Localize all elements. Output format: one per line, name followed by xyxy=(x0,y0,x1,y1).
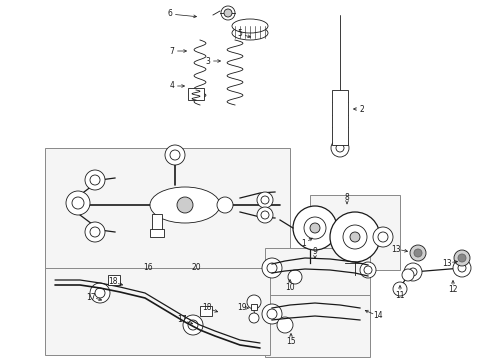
Bar xyxy=(265,295,370,357)
Circle shape xyxy=(85,170,105,190)
Circle shape xyxy=(364,266,372,274)
Circle shape xyxy=(331,139,349,157)
Circle shape xyxy=(336,144,344,152)
Circle shape xyxy=(410,245,426,261)
Text: 4: 4 xyxy=(170,81,174,90)
Circle shape xyxy=(267,263,277,273)
Circle shape xyxy=(402,269,414,281)
Circle shape xyxy=(66,191,90,215)
Circle shape xyxy=(414,249,422,257)
Bar xyxy=(152,214,162,232)
Circle shape xyxy=(165,145,185,165)
Circle shape xyxy=(221,6,235,20)
Text: 19: 19 xyxy=(237,303,247,312)
Text: 17: 17 xyxy=(177,315,187,324)
Circle shape xyxy=(257,192,273,208)
Circle shape xyxy=(277,317,293,333)
Circle shape xyxy=(72,197,84,209)
Text: 5: 5 xyxy=(238,30,243,39)
Text: 13: 13 xyxy=(442,258,452,267)
Circle shape xyxy=(304,217,326,239)
Circle shape xyxy=(350,232,360,242)
Circle shape xyxy=(458,264,466,272)
Circle shape xyxy=(170,150,180,160)
Circle shape xyxy=(293,206,337,250)
Text: 13: 13 xyxy=(391,244,401,253)
Circle shape xyxy=(288,270,302,284)
Text: 17: 17 xyxy=(86,292,96,302)
Bar xyxy=(45,148,290,288)
Bar xyxy=(45,268,270,355)
Circle shape xyxy=(409,268,417,276)
Ellipse shape xyxy=(232,19,268,33)
Circle shape xyxy=(404,263,422,281)
Circle shape xyxy=(261,211,269,219)
Text: 12: 12 xyxy=(448,285,458,294)
Text: 7: 7 xyxy=(170,46,174,55)
Bar xyxy=(310,195,400,270)
Circle shape xyxy=(453,259,471,277)
Circle shape xyxy=(267,309,277,319)
Circle shape xyxy=(330,212,380,262)
Circle shape xyxy=(183,315,203,335)
Circle shape xyxy=(310,223,320,233)
Circle shape xyxy=(378,232,388,242)
Ellipse shape xyxy=(150,187,220,223)
Circle shape xyxy=(262,258,282,278)
Circle shape xyxy=(458,254,466,262)
Text: 15: 15 xyxy=(286,338,296,346)
Circle shape xyxy=(373,227,393,247)
Circle shape xyxy=(90,175,100,185)
Circle shape xyxy=(188,320,198,330)
Circle shape xyxy=(257,207,273,223)
Bar xyxy=(251,304,257,310)
Text: 10: 10 xyxy=(285,284,295,292)
Bar xyxy=(332,90,348,145)
Text: 14: 14 xyxy=(373,311,383,320)
Text: 6: 6 xyxy=(168,9,172,18)
Text: 8: 8 xyxy=(344,194,349,202)
Circle shape xyxy=(262,304,282,324)
Text: 18: 18 xyxy=(108,278,118,287)
Text: 1: 1 xyxy=(302,239,306,248)
Circle shape xyxy=(224,9,232,17)
Circle shape xyxy=(247,295,261,309)
Bar xyxy=(188,88,204,100)
Text: 3: 3 xyxy=(206,57,210,66)
Circle shape xyxy=(95,288,105,298)
Circle shape xyxy=(85,222,105,242)
Circle shape xyxy=(177,197,193,213)
Circle shape xyxy=(249,313,259,323)
Bar xyxy=(108,275,120,285)
Text: 18: 18 xyxy=(202,303,212,312)
Text: 2: 2 xyxy=(360,104,365,113)
Bar xyxy=(265,248,370,323)
Circle shape xyxy=(343,225,367,249)
Circle shape xyxy=(360,262,376,278)
Text: 20: 20 xyxy=(191,262,201,271)
Circle shape xyxy=(261,196,269,204)
Text: 11: 11 xyxy=(395,291,405,300)
Text: 9: 9 xyxy=(313,247,318,256)
Circle shape xyxy=(393,282,407,296)
Circle shape xyxy=(454,250,470,266)
Text: 16: 16 xyxy=(143,262,153,271)
Circle shape xyxy=(217,197,233,213)
Bar xyxy=(200,306,212,316)
Circle shape xyxy=(90,227,100,237)
Circle shape xyxy=(90,283,110,303)
Ellipse shape xyxy=(232,26,268,40)
Bar xyxy=(150,229,164,237)
